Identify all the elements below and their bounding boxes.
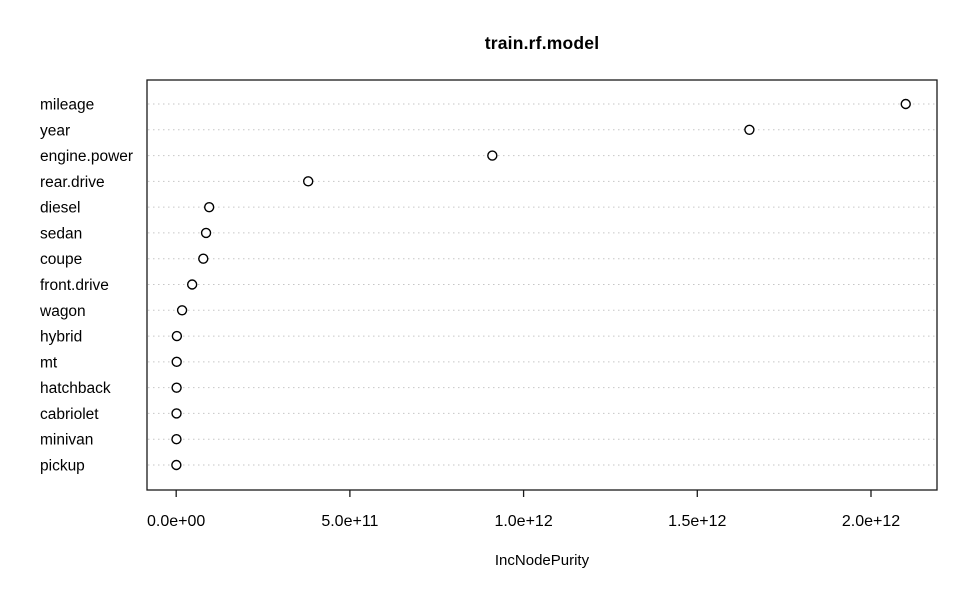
data-point	[744, 124, 755, 135]
plot-box	[146, 79, 938, 491]
data-point	[487, 150, 498, 161]
data-point	[198, 253, 209, 264]
data-point	[900, 98, 911, 110]
y-category-label: year	[40, 122, 70, 139]
data-point	[176, 305, 188, 316]
chart-title: train.rf.model	[484, 33, 600, 53]
data-point	[203, 201, 215, 213]
x-tick-label: 1.5e+12	[668, 513, 726, 530]
data-point	[171, 382, 182, 393]
y-category-label: hatchback	[40, 380, 111, 397]
y-category-label: cabriolet	[40, 406, 99, 423]
data-point	[302, 176, 314, 187]
x-tick-label: 1.0e+12	[494, 513, 552, 530]
y-category-label: diesel	[40, 200, 81, 217]
x-axis-label: IncNodePurity	[494, 552, 590, 569]
y-category-label: hybrid	[40, 329, 82, 346]
x-tick-label: 2.0e+12	[842, 513, 900, 530]
y-category-label: rear.drive	[40, 174, 105, 191]
y-category-label: minivan	[40, 432, 93, 449]
data-point	[171, 459, 182, 471]
x-tick-label: 5.0e+11	[321, 513, 378, 530]
y-category-label: front.drive	[40, 277, 109, 294]
y-category-label: engine.power	[40, 148, 133, 165]
data-point	[171, 408, 182, 419]
y-category-label: wagon	[39, 303, 86, 320]
data-point	[200, 227, 212, 239]
y-category-label: mileage	[40, 97, 94, 114]
y-category-label: sedan	[40, 225, 82, 242]
y-category-label: pickup	[40, 458, 85, 475]
y-category-label: coupe	[40, 251, 82, 268]
data-point	[171, 330, 183, 342]
data-point	[186, 279, 198, 290]
y-category-label: mt	[40, 354, 58, 371]
data-point	[171, 356, 182, 368]
data-point	[171, 434, 182, 445]
x-tick-label: 0.0e+00	[147, 513, 205, 530]
